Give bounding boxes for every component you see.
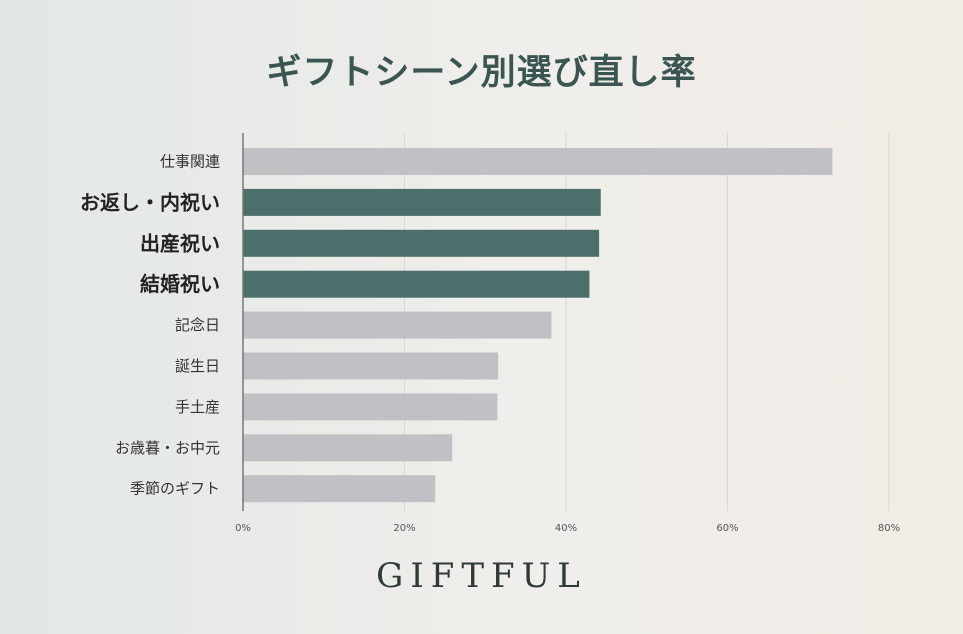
category-label: 手土産 bbox=[175, 398, 220, 416]
category-label: 結婚祝い bbox=[140, 272, 220, 296]
x-tick-label: 0% bbox=[235, 523, 251, 534]
category-label: 仕事関連 bbox=[160, 153, 220, 171]
bar bbox=[243, 311, 552, 339]
bar bbox=[243, 270, 590, 298]
category-label: 出産祝い bbox=[140, 231, 220, 255]
bar bbox=[243, 434, 453, 462]
x-tick-label: 20% bbox=[393, 523, 415, 534]
category-label: 誕生日 bbox=[175, 357, 220, 375]
bar bbox=[243, 148, 833, 175]
category-label: お返し・内祝い bbox=[80, 190, 220, 214]
bar bbox=[243, 229, 600, 257]
category-label: お歳暮・お中元 bbox=[115, 439, 220, 457]
x-tick-label: 60% bbox=[716, 523, 738, 534]
x-tick-label: 80% bbox=[878, 523, 900, 534]
giftful-logo: GIFTFUL bbox=[0, 556, 963, 596]
chart-title: ギフトシーン別選び直し率 bbox=[266, 53, 697, 93]
category-label: 季節のギフト bbox=[130, 480, 220, 498]
bar bbox=[243, 393, 498, 421]
logo-text: GIFTFUL bbox=[376, 556, 587, 596]
bar bbox=[243, 475, 436, 503]
category-label: 記念日 bbox=[175, 316, 220, 334]
bar bbox=[243, 352, 499, 380]
bar bbox=[243, 188, 601, 216]
x-tick-label: 40% bbox=[555, 523, 577, 534]
